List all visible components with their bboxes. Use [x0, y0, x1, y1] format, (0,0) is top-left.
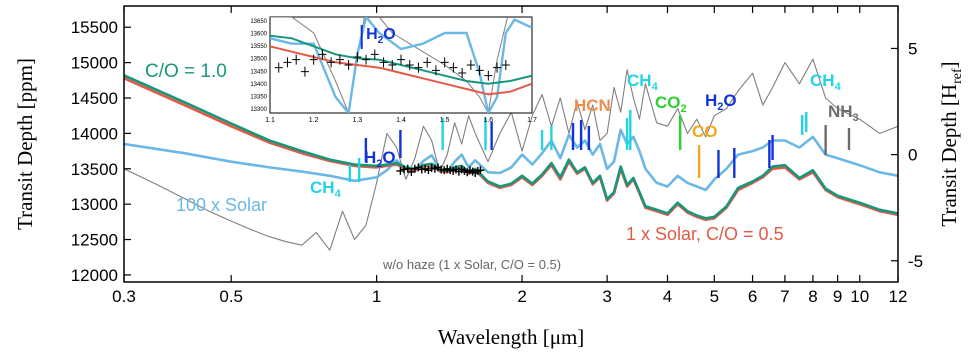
species-label: H2O [705, 91, 737, 113]
series-annotation: C/O = 1.0 [145, 61, 227, 82]
observation-point [396, 166, 405, 175]
inset-x-tick-label: 1.3 [352, 117, 362, 124]
inset-series-line [270, 34, 532, 85]
y-tick-label: 13500 [71, 160, 118, 179]
inset-y-tick-label: 13400 [250, 82, 267, 88]
inset-plot-area [270, 17, 532, 113]
x-tick-label: 6 [748, 287, 757, 306]
y-tick-label: 13000 [71, 195, 118, 214]
inset-observation-point [405, 60, 414, 70]
y-axis-label: Transit Depth [ppm] [13, 58, 37, 230]
inset-y-tick-label: 13550 [250, 44, 267, 50]
inset-observation-point [414, 62, 423, 73]
inset-x-tick-label: 1.4 [396, 117, 406, 124]
x-tick-label: 9 [833, 287, 842, 306]
observation-point [400, 165, 409, 174]
inset-observation-point [335, 54, 344, 65]
y-tick-label: 12500 [71, 231, 118, 250]
inset-observation-point [318, 49, 327, 60]
y-tick-label: 15500 [71, 18, 118, 37]
y2-tick-label: 0 [908, 146, 917, 165]
inset-observation-point [388, 60, 397, 70]
inset-y-tick-label: 13650 [250, 19, 267, 25]
inset-y-tick-label: 13500 [250, 57, 267, 63]
inset-species-label: H2O [366, 26, 396, 46]
x-tick-label: 8 [808, 287, 817, 306]
inset-observation-point [300, 66, 309, 77]
y2-tick-label: -5 [908, 252, 923, 271]
inset-y-tick-label: 13600 [250, 32, 267, 38]
observation-point [476, 166, 485, 175]
inset-x-tick-label: 1.7 [527, 117, 537, 124]
x-tick-label: 3 [602, 287, 611, 306]
inset-x-tick-label: 1.6 [483, 117, 493, 124]
x-axis-label: Wavelength [μm] [438, 325, 585, 349]
y2-tick-label: 5 [908, 39, 917, 58]
species-label: HCN [574, 96, 611, 115]
observation-point [410, 164, 419, 173]
inset-observation-point [458, 68, 467, 78]
y-tick-label: 14500 [71, 89, 118, 108]
plot-frame [123, 5, 899, 283]
inset-observation-point [370, 49, 379, 60]
inset-series-line [270, 17, 532, 113]
inset-observation-point [274, 62, 283, 73]
inset-y-tick-label: 13450 [250, 69, 267, 75]
series-annotation: 1 x Solar, C/O = 0.5 [626, 224, 784, 244]
x-tick-label: 2 [517, 287, 526, 306]
inset-observation-point [423, 57, 432, 68]
x-tick-label: 5 [710, 287, 719, 306]
series-annotation: w/o haze (1 x Solar, C/O = 0.5) [382, 257, 561, 272]
x-tick-label: 12 [889, 287, 908, 306]
inset-observation-point [292, 54, 301, 65]
y2-axis-label: Transit Depth [Href] [937, 61, 965, 226]
species-label: NH3 [828, 102, 859, 124]
inset-observation-point [309, 54, 318, 65]
x-tick-label: 0.5 [219, 287, 243, 306]
inset-observation-point [353, 52, 362, 62]
species-label: CH4 [627, 71, 659, 93]
species-label: CO2 [655, 93, 687, 115]
species-label: H2O [364, 148, 396, 170]
y-tick-label: 15000 [71, 54, 118, 73]
y-tick-label: 12000 [71, 266, 118, 285]
x-tick-label: 1 [372, 287, 381, 306]
inset-observation-point [379, 57, 388, 68]
species-label: CH4 [310, 178, 342, 200]
inset-x-tick-label: 1.1 [265, 117, 275, 124]
inset-observation-point [397, 54, 405, 65]
series-line-1 [124, 128, 898, 192]
x-tick-label: 0.3 [112, 287, 136, 306]
inset-observation-point [475, 65, 484, 76]
inset-y-tick-label: 13300 [250, 107, 267, 113]
inset-observation-point [362, 54, 371, 65]
inset-series-line [270, 17, 532, 113]
y-tick-label: 14000 [71, 124, 118, 143]
inset-x-tick-label: 1.2 [309, 117, 319, 124]
inset-observation-point [440, 57, 449, 68]
inset-observation-point [283, 57, 292, 68]
inset-observation-point [344, 60, 353, 70]
series-annotation: 100 x Solar [176, 195, 267, 215]
inset-observation-point [484, 70, 493, 81]
x-tick-label: 7 [780, 287, 789, 306]
inset-observation-point [449, 62, 458, 73]
inset-observation-point [466, 60, 475, 70]
inset-x-tick-label: 1.5 [440, 117, 450, 124]
x-tick-label: 4 [663, 287, 672, 306]
inset-observation-point [493, 62, 502, 73]
species-label: CH4 [810, 71, 842, 93]
species-label: CO [692, 122, 718, 141]
x-tick-label: 10 [850, 287, 869, 306]
inset-y-tick-label: 13350 [250, 94, 267, 100]
inset-observation-point [327, 57, 336, 68]
inset-observation-point [431, 65, 440, 76]
inset-observation-point [501, 60, 510, 70]
